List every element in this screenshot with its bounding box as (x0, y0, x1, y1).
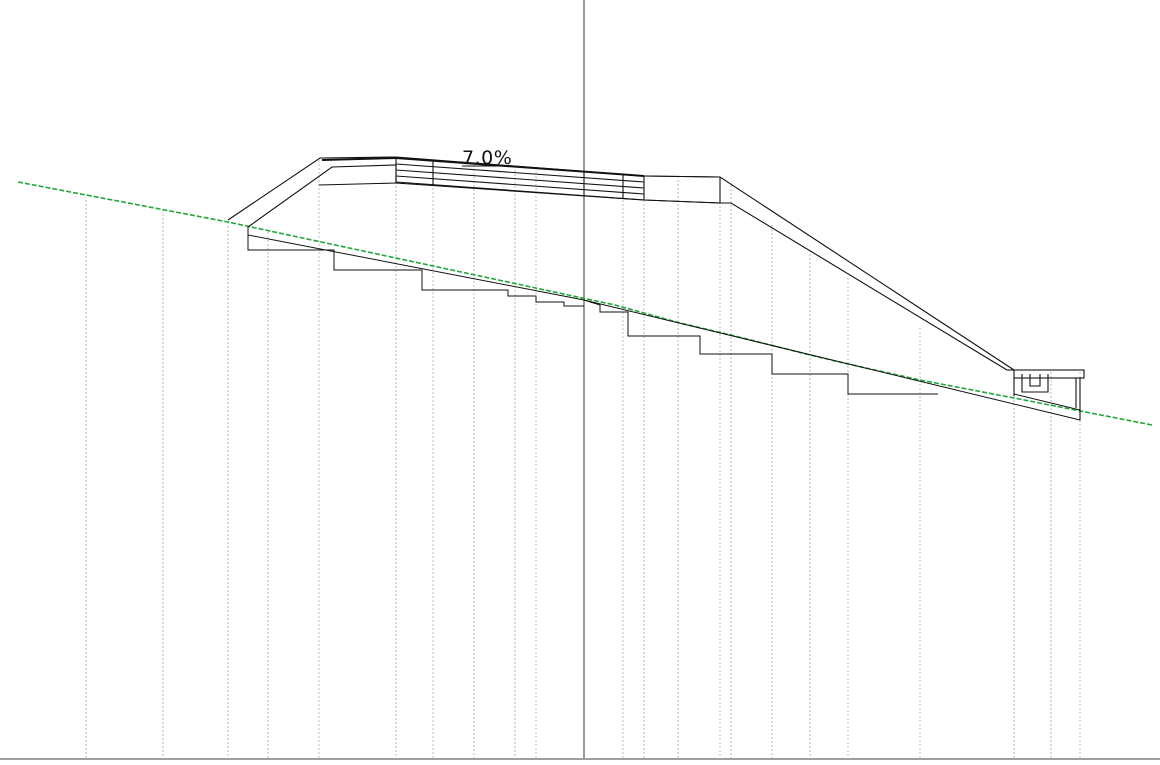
drain-structure (1013, 369, 1085, 420)
benching-steps (247, 227, 1081, 421)
embankment-outer-outline (227, 156, 1015, 371)
embankment-inner-outline (247, 164, 1008, 371)
embankment-base-line (247, 227, 1081, 421)
station-grid-lines (85, 158, 1081, 758)
embankment-section (227, 156, 1015, 371)
existing-ground-line (17, 181, 1153, 426)
crossfall-label: 7.0% (462, 147, 512, 169)
